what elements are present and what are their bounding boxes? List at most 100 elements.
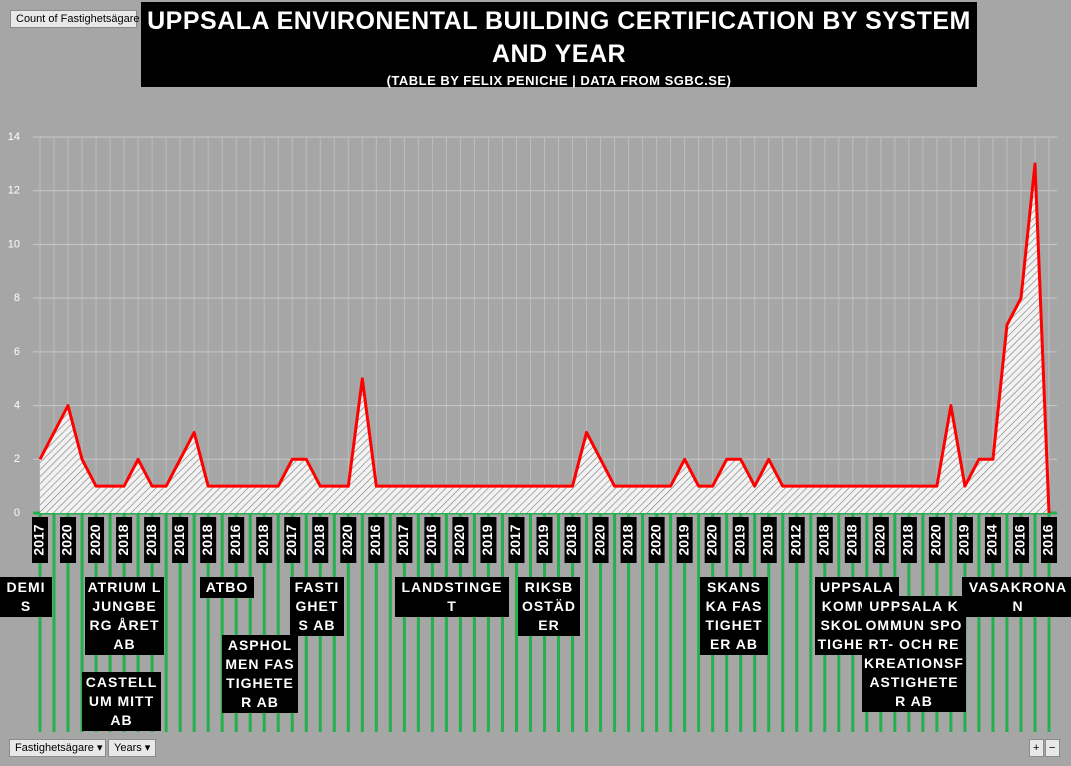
- owner-label: FASTIGHETS AB: [290, 577, 344, 636]
- year-box: [788, 517, 805, 563]
- filter-year[interactable]: Years ▾: [108, 739, 156, 757]
- x-tick-label: 2020: [87, 524, 103, 555]
- x-tick-label: 2020: [339, 524, 355, 555]
- owner-label: LANDSTINGET: [395, 577, 509, 617]
- x-tick-label: 2019: [956, 524, 972, 555]
- x-tick-label: 2017: [507, 524, 523, 555]
- chart-subtitle: (TABLE BY FELIX PENICHE | DATA FROM SGBC…: [386, 73, 732, 88]
- x-tick-label: 2016: [423, 524, 439, 555]
- y-tick-label: 14: [8, 131, 20, 143]
- year-box: [116, 517, 133, 563]
- year-box: [1041, 517, 1057, 563]
- year-box: [88, 517, 105, 563]
- x-tick-label: 2017: [283, 524, 299, 555]
- year-box: [984, 517, 1001, 563]
- x-tick-label: 2019: [675, 524, 691, 555]
- x-tick-label: 2020: [703, 524, 719, 555]
- x-tick-label: 2018: [143, 524, 159, 555]
- x-tick-label: 2018: [115, 524, 131, 555]
- year-box: [536, 517, 553, 563]
- year-box: [172, 517, 189, 563]
- year-box: [60, 517, 77, 563]
- y-tick-label: 0: [14, 507, 20, 519]
- year-box: [760, 517, 777, 563]
- x-tick-label: 2018: [844, 524, 860, 555]
- x-tick-label: 2019: [479, 524, 495, 555]
- year-box: [732, 517, 749, 563]
- owner-label: ATBO: [200, 577, 254, 598]
- year-box: [424, 517, 441, 563]
- year-box: [200, 517, 217, 563]
- year-box: [592, 517, 609, 563]
- year-box: [340, 517, 357, 563]
- year-box: [396, 517, 413, 563]
- x-tick-label: 2020: [872, 524, 888, 555]
- x-tick-label: 2019: [759, 524, 775, 555]
- line: [38, 162, 1051, 514]
- x-tick-label: 2020: [928, 524, 944, 555]
- y-tick-label: 8: [14, 292, 20, 304]
- y-tick-label: 12: [8, 185, 20, 197]
- owner-label: VASAKRONAN: [962, 577, 1071, 617]
- x-tick-label: 2014: [984, 524, 1000, 555]
- x-tick-label: 2016: [171, 524, 187, 555]
- year-box: [648, 517, 665, 563]
- x-tick-label: 2016: [1012, 524, 1028, 555]
- year-box: [368, 517, 385, 563]
- x-tick-label: 2020: [591, 524, 607, 555]
- year-box: [900, 517, 917, 563]
- x-tick-label: 2016: [1040, 524, 1056, 555]
- title-box: UPPSALA ENVIRONENTAL BUILDING CERTIFICAT…: [141, 2, 977, 88]
- year-box: [144, 517, 161, 563]
- filter-owner-label: Fastighetsägare: [15, 742, 94, 754]
- owner-label: RIKSBOSTÄDER: [518, 577, 580, 636]
- y-tick-label: 2: [14, 453, 20, 465]
- x-tick-label: 2018: [563, 524, 579, 555]
- owner-label: CASTELLUM MITT AB: [82, 672, 161, 731]
- x-tick-label: 2016: [367, 524, 383, 555]
- x-tick-label: 2012: [787, 524, 803, 555]
- year-box: [228, 517, 245, 563]
- x-tick-label: 2020: [647, 524, 663, 555]
- y-tick-label: 4: [14, 399, 20, 411]
- year-box: [872, 517, 889, 563]
- year-box: [284, 517, 301, 563]
- year-box: [844, 517, 861, 563]
- x-tick-label: 2016: [227, 524, 243, 555]
- x-tick-label: 2018: [255, 524, 271, 555]
- x-tick-label: 2017: [395, 524, 411, 555]
- x-tick-label: 2018: [311, 524, 327, 555]
- area: [40, 163, 1049, 513]
- year-box: [676, 517, 693, 563]
- year-box: [312, 517, 329, 563]
- year-box: [452, 517, 469, 563]
- year-box: [928, 517, 945, 563]
- year-box: [704, 517, 721, 563]
- y-tick-label: 6: [14, 346, 20, 358]
- year-box: [256, 517, 273, 563]
- chart-title: UPPSALA ENVIRONENTAL BUILDING CERTIFICAT…: [147, 7, 971, 68]
- owner-label: ASPHOLMEN FASTIGHETER AB: [222, 635, 298, 713]
- year-box: [508, 517, 525, 563]
- x-tick-label: 2018: [900, 524, 916, 555]
- owner-label: SKANSKA FASTIGHETER AB: [700, 577, 768, 655]
- filter-year-label: Years: [114, 742, 142, 754]
- owner-label: DEMIS: [0, 577, 52, 617]
- collapse-button[interactable]: −: [1045, 739, 1060, 757]
- year-box: [620, 517, 637, 563]
- year-box: [816, 517, 833, 563]
- x-tick-label: 2017: [31, 524, 47, 555]
- x-tick-label: 2020: [451, 524, 467, 555]
- x-tick-label: 2019: [731, 524, 747, 555]
- field-button[interactable]: Count of Fastighetsägare: [10, 10, 140, 28]
- x-tick-label: 2018: [199, 524, 215, 555]
- year-box: [956, 517, 973, 563]
- expand-button[interactable]: +: [1029, 739, 1044, 757]
- year-box: [1012, 517, 1029, 563]
- filter-owner[interactable]: Fastighetsägare ▾: [9, 739, 106, 757]
- year-box: [32, 517, 48, 563]
- owner-label: UPPSALA KOMMUN SPORT- OCH REKREATIONSFAS…: [862, 596, 966, 712]
- x-tick-label: 2019: [535, 524, 551, 555]
- x-tick-label: 2018: [815, 524, 831, 555]
